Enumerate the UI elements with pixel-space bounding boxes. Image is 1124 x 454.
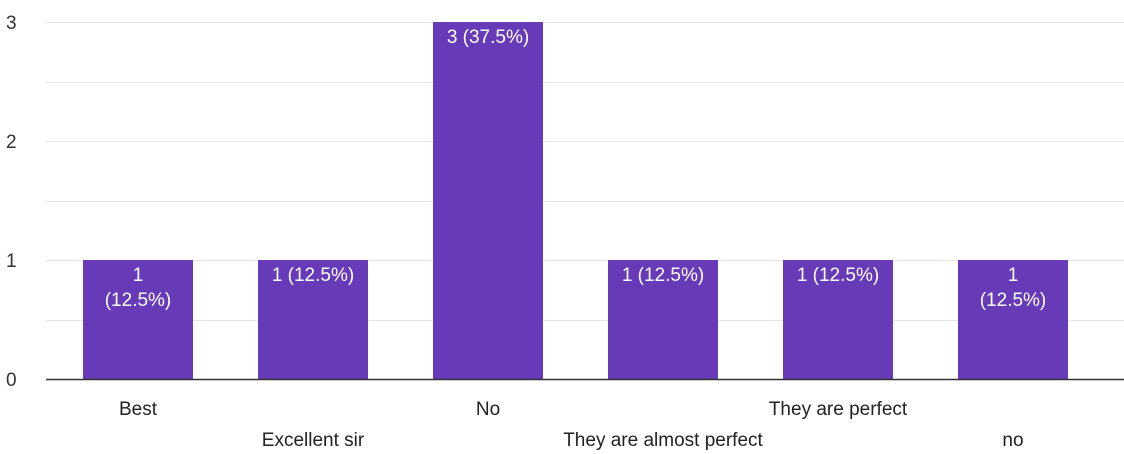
data-label: (12.5%) xyxy=(980,290,1047,311)
y-tick-label: 1 xyxy=(6,251,17,272)
data-label: (12.5%) xyxy=(105,290,172,311)
x-category-label: They are almost perfect xyxy=(563,430,763,451)
y-tick-label: 3 xyxy=(6,13,17,34)
bar[interactable] xyxy=(783,260,893,379)
data-label: 1 (12.5%) xyxy=(272,265,354,286)
bars xyxy=(83,22,1068,379)
bar[interactable] xyxy=(608,260,718,379)
bar[interactable] xyxy=(433,22,543,379)
y-axis-ticks: 0 1 2 3 xyxy=(6,13,17,391)
data-label: 1 (12.5%) xyxy=(797,265,879,286)
x-category-label: No xyxy=(476,399,500,420)
data-label: 1 xyxy=(1008,265,1019,286)
gridlines xyxy=(46,22,1124,321)
data-label: 3 (37.5%) xyxy=(447,27,529,48)
data-label: 1 (12.5%) xyxy=(622,265,704,286)
data-label: 1 xyxy=(133,265,144,286)
y-tick-label: 2 xyxy=(6,132,17,153)
data-labels: 1 (12.5%) Best 1 (12.5%) Excellent sir 3 (37.… xyxy=(105,27,1047,451)
y-tick-label: 0 xyxy=(6,370,17,391)
bar[interactable] xyxy=(83,260,193,379)
x-category-label: Excellent sir xyxy=(262,430,365,451)
bar[interactable] xyxy=(258,260,368,379)
bar[interactable] xyxy=(958,260,1068,379)
x-category-label: They are perfect xyxy=(769,399,908,420)
x-category-label: Best xyxy=(119,399,158,420)
x-category-label: no xyxy=(1002,430,1023,451)
